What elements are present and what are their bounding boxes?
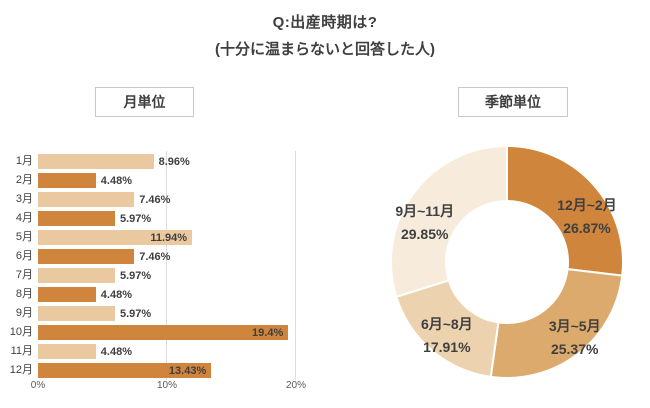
month-label-12: 12月 — [9, 364, 33, 376]
gridline-10% — [166, 151, 167, 380]
bar-value-label-3: 7.46% — [139, 193, 171, 206]
bar-value-label-12: 13.43% — [168, 364, 207, 377]
month-label-11: 11月 — [10, 345, 33, 357]
bar-value-label-5: 11.94% — [150, 231, 188, 244]
month-label-2: 2月 — [15, 174, 33, 186]
donut-label-6月~8月: 6月~8月 17.91% — [421, 313, 473, 359]
bar-11 — [38, 344, 96, 359]
bar-row-6: 6月 7.46% — [2, 247, 298, 266]
bar-row-3: 3月 7.46% — [2, 190, 298, 209]
month-label-9: 9月 — [15, 307, 33, 319]
month-label-1: 1月 — [15, 155, 33, 167]
bar-row-9: 9月 5.97% — [2, 304, 298, 323]
bar-row-5: 5月 11.94% — [2, 228, 298, 247]
seasonal-donut-chart: 12月~2月 26.87% 3月~5月 25.37% 6月~8月 17.91% 9月~11月… — [390, 145, 624, 379]
donut-label-range: 6月~8月 — [420, 315, 473, 332]
bar-value-label-11: 4.48% — [100, 345, 132, 358]
donut-segment-9月~11月 — [390, 145, 508, 299]
bar-track: 7.46% — [38, 192, 296, 207]
month-label-8: 8月 — [15, 288, 33, 300]
bar-value-label-7: 5.97% — [120, 269, 152, 282]
bar-2 — [38, 173, 96, 188]
bar-1 — [38, 154, 154, 169]
bar-track: 7.46% — [38, 249, 296, 264]
donut-label-3月~5月: 3月~5月 25.37% — [549, 315, 601, 361]
gridline-20% — [295, 151, 296, 380]
bar-row-10: 10月 19.4% — [2, 323, 298, 342]
donut-label-percent: 17.91% — [423, 338, 471, 355]
seasonal-panel-label: 季節単位 — [485, 94, 541, 110]
donut-label-range: 3月~5月 — [548, 318, 601, 335]
bar-track: 11.94% — [38, 230, 296, 245]
bar-value-label-9: 5.97% — [120, 307, 152, 320]
bar-row-4: 4月 5.97% — [2, 209, 298, 228]
bar-row-8: 8月 4.48% — [2, 285, 298, 304]
bar-row-12: 12月 13.43% — [2, 361, 298, 380]
monthly-bar-chart: 1月 8.96% 2月 4.48% 3月 7.46% 4月 5.97% 5月 11.94% 6月 7.… — [2, 151, 298, 380]
donut-label-percent: 29.85% — [400, 226, 449, 243]
bar-chart-x-axis: 0% 10% 20% — [2, 380, 306, 394]
bar-value-label-2: 4.48% — [100, 174, 132, 187]
donut-label-9月~11月: 9月~11月 29.85% — [395, 200, 454, 246]
donut-svg — [390, 145, 624, 379]
monthly-panel-label: 月単位 — [123, 94, 166, 110]
bar-track: 13.43% — [38, 363, 296, 378]
bar-track: 5.97% — [38, 211, 296, 226]
donut-label-percent: 25.37% — [550, 341, 599, 358]
page-subtitle: (十分に温まらないと回答した人) — [215, 41, 435, 58]
bar-track: 5.97% — [38, 268, 296, 283]
monthly-panel-header: 月単位 — [95, 87, 194, 117]
bar-value-label-4: 5.97% — [120, 212, 152, 225]
month-label-5: 5月 — [15, 231, 33, 243]
x-axis-tick-10%: 10% — [156, 380, 178, 391]
month-label-6: 6月 — [15, 250, 33, 262]
bar-track: 4.48% — [38, 173, 296, 188]
bar-7 — [38, 268, 115, 283]
seasonal-panel-header: 季節単位 — [458, 87, 568, 117]
bar-track: 19.4% — [38, 325, 296, 340]
bar-track: 8.96% — [38, 154, 296, 169]
bar-value-label-10: 19.4% — [252, 326, 284, 339]
donut-label-range: 12月~2月 — [557, 196, 617, 213]
donut-label-percent: 26.87% — [563, 219, 611, 236]
bar-10: 19.4% — [38, 325, 289, 340]
month-label-3: 3月 — [15, 193, 33, 205]
bar-row-11: 11月 4.48% — [2, 342, 298, 361]
month-label-10: 10月 — [9, 326, 33, 338]
page-title: Q:出産時期は? — [272, 14, 378, 31]
bar-row-7: 7月 5.97% — [2, 266, 298, 285]
bar-5: 11.94% — [38, 230, 193, 245]
donut-label-range: 9月~11月 — [395, 203, 455, 220]
donut-segment-3月~5月 — [489, 268, 624, 379]
donut-segment-12月~2月 — [506, 145, 624, 277]
bar-3 — [38, 192, 135, 207]
bar-9 — [38, 306, 115, 321]
x-axis-tick-20%: 20% — [285, 380, 307, 391]
bar-6 — [38, 249, 135, 264]
donut-label-12月~2月: 12月~2月 26.87% — [557, 194, 617, 240]
bar-4 — [38, 211, 115, 226]
bar-value-label-6: 7.46% — [139, 250, 171, 263]
bar-8 — [38, 287, 96, 302]
bar-row-1: 1月 8.96% — [2, 152, 298, 171]
bar-value-label-8: 4.48% — [100, 288, 132, 301]
bar-value-label-1: 8.96% — [158, 155, 190, 168]
bar-12: 13.43% — [38, 363, 212, 378]
bar-track: 4.48% — [38, 344, 296, 359]
bar-track: 5.97% — [38, 306, 296, 321]
month-label-7: 7月 — [15, 269, 33, 281]
bar-row-2: 2月 4.48% — [2, 171, 298, 190]
bar-track: 4.48% — [38, 287, 296, 302]
x-axis-tick-0%: 0% — [30, 380, 46, 391]
month-label-4: 4月 — [15, 212, 33, 224]
